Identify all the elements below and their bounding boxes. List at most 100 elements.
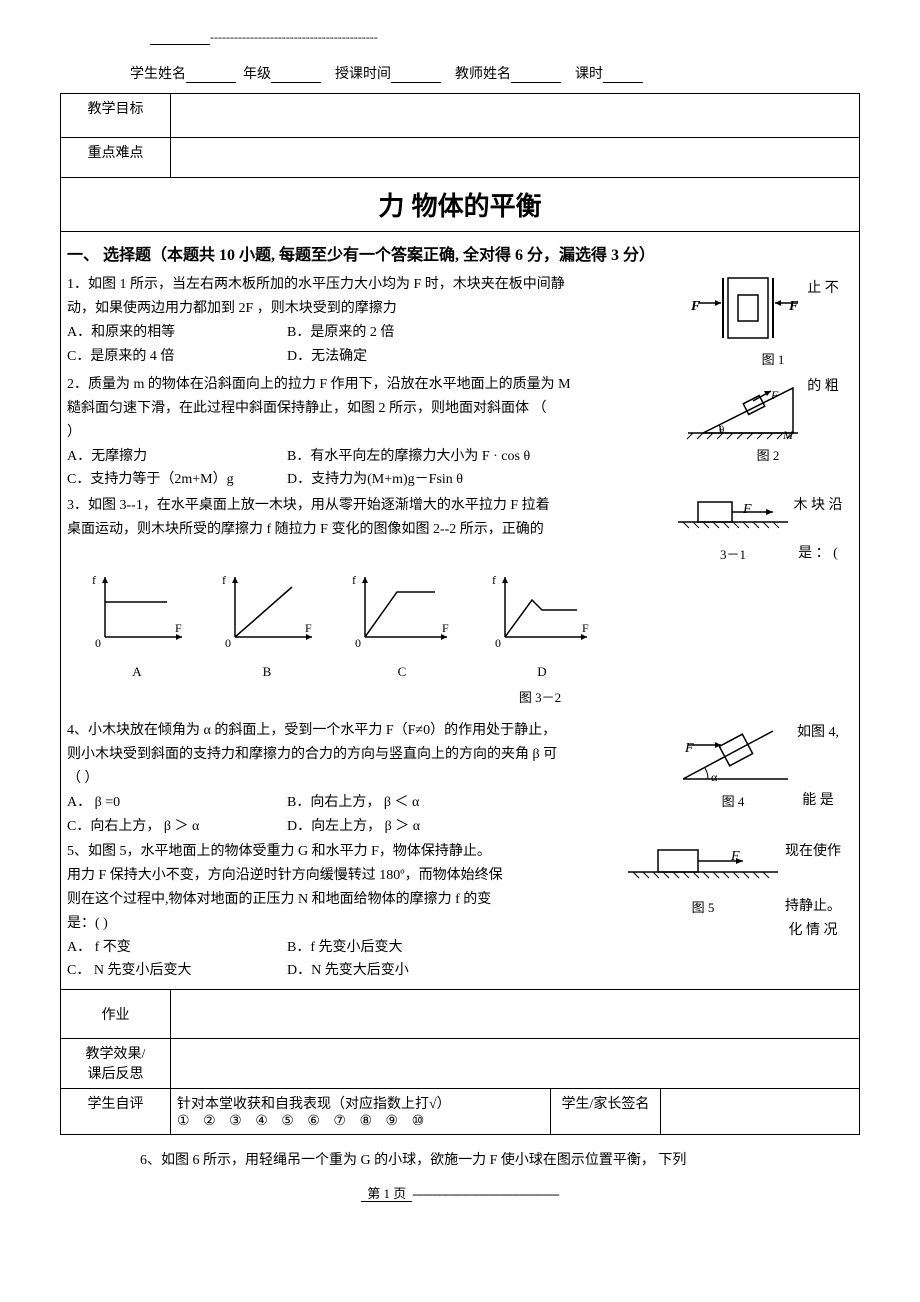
dash-text: ----------------------------------------… — [210, 30, 378, 44]
graph-B[interactable]: f F 0 B — [217, 572, 317, 683]
num-10[interactable]: ⑩ — [412, 1114, 425, 1129]
num-3[interactable]: ③ — [229, 1114, 242, 1129]
q1-opts-2: C．是原来的 4 倍 D．无法确定 — [67, 345, 687, 369]
student-name-blank[interactable] — [186, 69, 236, 83]
question-3: 木 块 沿 F 3－1 是 ： ( 3．如图 3--1，在水平桌面上放一木块，用… — [67, 494, 853, 566]
page: ----------------------------------------… — [0, 0, 920, 1222]
effect-label: 教学效果/ 课后反思 — [61, 1039, 171, 1089]
fig-1-caption: 图 1 — [693, 349, 853, 371]
q2-right-text: 的 粗 — [803, 373, 843, 399]
q2-optA[interactable]: A．无摩擦力 — [67, 445, 287, 469]
q1-opts-1: A．和原来的相等 B．是原来的 2 倍 — [67, 321, 687, 345]
svg-text:f: f — [352, 573, 356, 587]
svg-text:f: f — [222, 573, 226, 587]
page-footer: 第 1 页-----------------------------------… — [60, 1183, 860, 1202]
effect-label-2: 课后反思 — [67, 1063, 164, 1083]
homework-row: 作业 — [61, 990, 860, 1039]
num-5[interactable]: ⑤ — [281, 1114, 294, 1129]
q2-optD[interactable]: D．支持力为(M+m)g－Fsin θ — [287, 468, 463, 492]
self-eval-nums[interactable]: ① ② ③ ④ ⑤ ⑥ ⑦ ⑧ ⑨ ⑩ — [177, 1113, 544, 1130]
num-6[interactable]: ⑥ — [307, 1114, 320, 1129]
num-1[interactable]: ① — [177, 1114, 190, 1129]
fig-4-caption: 图 4 — [673, 791, 793, 813]
fig4-alpha: α — [711, 767, 717, 787]
graph-C[interactable]: f F 0 C — [347, 572, 457, 683]
q1-optB[interactable]: B．是原来的 2 倍 — [287, 321, 394, 345]
top-dash-line: ----------------------------------------… — [150, 30, 860, 45]
q1-optC[interactable]: C．是原来的 4 倍 — [67, 345, 287, 369]
section-1-heading: 一、 选择题（本题共 10 小题, 每题至少有一个答案正确, 全对得 6 分，漏… — [67, 242, 853, 269]
doc-title: 力 物体的平衡 — [61, 178, 860, 232]
num-4[interactable]: ④ — [255, 1114, 268, 1129]
svg-text:F: F — [305, 621, 312, 635]
grade-blank[interactable] — [271, 69, 321, 83]
svg-text:F: F — [442, 621, 449, 635]
fig1-F-right: F — [789, 295, 798, 319]
graph-D[interactable]: f F 0 D — [487, 572, 597, 683]
effect-content[interactable] — [171, 1039, 860, 1089]
svg-text:0: 0 — [495, 636, 501, 650]
question-5: 现在使作 F 图 5 持静止。 化 情 况 5、如图 5，水平地面上的物体受重力… — [67, 840, 853, 983]
lesson-time-blank[interactable] — [391, 69, 441, 83]
num-7[interactable]: ⑦ — [333, 1114, 346, 1129]
homework-label: 作业 — [61, 990, 171, 1039]
q1-optD[interactable]: D．无法确定 — [287, 345, 367, 369]
num-9[interactable]: ⑨ — [386, 1114, 399, 1129]
q5-optB[interactable]: B．f 先变小后变大 — [287, 936, 403, 960]
graphs-row: f F 0 A f F 0 — [87, 572, 853, 683]
goal-content[interactable] — [171, 94, 860, 138]
q4-opts-2: C．向右上方， β ＞ α D．向左上方， β ＞ α — [67, 815, 853, 839]
fig2-F: F — [771, 385, 778, 405]
q4-optC[interactable]: C．向右上方， β ＞ α — [67, 815, 287, 839]
num-8[interactable]: ⑧ — [359, 1114, 372, 1129]
self-eval-label: 学生自评 — [61, 1089, 171, 1135]
svg-text:0: 0 — [225, 636, 231, 650]
homework-content[interactable] — [171, 990, 860, 1039]
title-row: 力 物体的平衡 — [61, 178, 860, 232]
fig-3-1-svg — [673, 494, 793, 542]
self-eval-row: 学生自评 针对本堂收获和自我表现（对应指数上打√） ① ② ③ ④ ⑤ ⑥ ⑦ … — [61, 1089, 860, 1135]
self-eval-content[interactable]: 针对本堂收获和自我表现（对应指数上打√） ① ② ③ ④ ⑤ ⑥ ⑦ ⑧ ⑨ ⑩ — [171, 1089, 551, 1135]
num-2[interactable]: ② — [203, 1114, 216, 1129]
goal-row: 教学目标 — [61, 94, 860, 138]
q5-right-1: 现在使作 — [783, 840, 843, 864]
fig4-F: F — [685, 737, 694, 761]
q5-optD[interactable]: D．N 先变大后变小 — [287, 959, 409, 983]
top-underline — [150, 31, 210, 45]
period-blank[interactable] — [603, 69, 643, 83]
student-name-label: 学生姓名 — [130, 67, 186, 82]
question-4: 如图 4, F α 图 4 能 是 4、小木块放在倾角为 α 的斜面上，受到一个… — [67, 719, 853, 838]
graph-B-label: B — [217, 661, 317, 683]
key-row: 重点难点 — [61, 138, 860, 178]
svg-text:0: 0 — [355, 636, 361, 650]
q5-optC[interactable]: C． N 先变小后变大 — [67, 959, 287, 983]
q4-optA[interactable]: A． β =0 — [67, 791, 287, 815]
q3-right-text-2: 是 ： ( — [793, 542, 843, 566]
fig1-F-left: F — [691, 295, 700, 319]
fig-4-wrap: 如图 4, F α 图 4 能 是 — [673, 719, 853, 813]
q3-right-text-1: 木 块 沿 — [793, 494, 843, 518]
content-row: 一、 选择题（本题共 10 小题, 每题至少有一个答案正确, 全对得 6 分，漏… — [61, 232, 860, 990]
fig-5-caption: 图 5 — [623, 897, 783, 919]
fig31-F: F — [743, 498, 752, 522]
q2-optC[interactable]: C．支持力等于（2m+M）g — [67, 468, 287, 492]
q2-optB[interactable]: B．有水平向左的摩擦力大小为 F · cos θ — [287, 445, 530, 469]
q1-optA[interactable]: A．和原来的相等 — [67, 321, 287, 345]
q2-opts-2: C．支持力等于（2m+M）g D．支持力为(M+m)g－Fsin θ — [67, 468, 853, 492]
teacher-name-blank[interactable] — [511, 69, 561, 83]
q4-optB[interactable]: B．向右上方， β ＜ α — [287, 791, 419, 815]
q4-optD[interactable]: D．向左上方， β ＞ α — [287, 815, 420, 839]
fig-3-2-caption: 图 3－2 — [227, 687, 853, 709]
graph-A[interactable]: f F 0 A — [87, 572, 187, 683]
key-content[interactable] — [171, 138, 860, 178]
fig5-F: F — [731, 845, 740, 869]
lesson-time-label: 授课时间 — [335, 67, 391, 82]
q5-opts-1: A． f 不变 B．f 先变小后变大 — [67, 936, 617, 960]
goal-label: 教学目标 — [61, 94, 171, 138]
graph-C-label: C — [347, 661, 457, 683]
question-1: 止 不 F F 图 1 1．如图 1 所示，当左右两木板所加的水平压力大小均为 … — [67, 273, 853, 371]
sign-content[interactable] — [661, 1089, 860, 1135]
q5-optA[interactable]: A． f 不变 — [67, 936, 287, 960]
fig2-theta: θ — [719, 421, 724, 440]
effect-label-1: 教学效果/ — [67, 1043, 164, 1063]
